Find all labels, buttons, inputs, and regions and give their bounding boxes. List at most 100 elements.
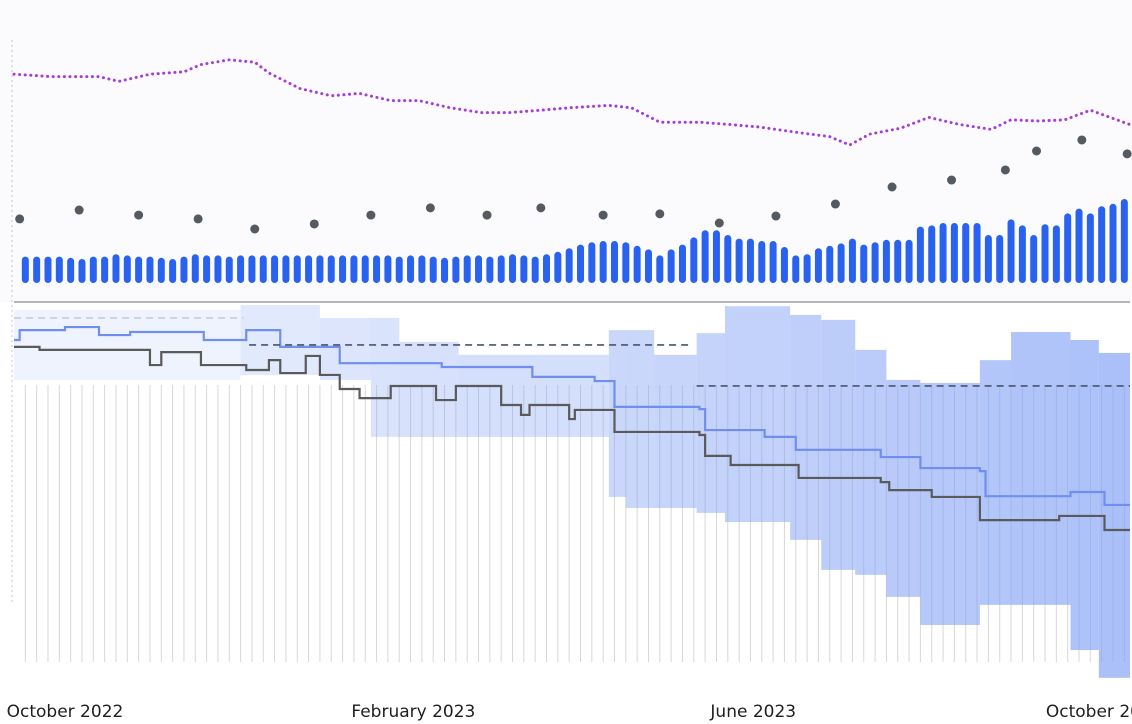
dot <box>425 203 435 213</box>
bar <box>33 256 41 283</box>
bar <box>576 244 584 283</box>
step-line <box>14 345 1130 532</box>
bar <box>724 235 732 283</box>
bar <box>735 238 743 283</box>
bar <box>21 256 29 283</box>
bar <box>622 242 630 283</box>
bar <box>554 251 562 283</box>
band <box>790 314 822 540</box>
bar <box>89 256 97 283</box>
bar <box>1052 225 1060 283</box>
bar <box>293 255 301 283</box>
bar <box>1098 206 1106 283</box>
bar <box>882 239 890 283</box>
dot <box>1122 149 1132 159</box>
bar <box>644 249 652 283</box>
dot <box>482 210 492 220</box>
bar <box>1041 224 1049 283</box>
dot <box>15 214 25 224</box>
bar <box>599 241 607 283</box>
bar <box>769 241 777 283</box>
bar <box>678 244 686 283</box>
dot <box>1000 165 1010 175</box>
bar <box>1075 208 1083 283</box>
top-panel <box>12 58 1132 283</box>
bar <box>316 255 324 283</box>
bar <box>916 226 924 283</box>
bar <box>441 257 449 283</box>
bar <box>78 259 86 283</box>
bar <box>361 255 369 283</box>
step-line <box>14 325 1130 507</box>
bar <box>543 254 551 283</box>
bar <box>871 242 879 283</box>
bar <box>214 255 222 283</box>
band <box>458 354 609 437</box>
bar <box>237 255 245 283</box>
x-tick-label: October 2022 <box>7 702 124 722</box>
bar <box>588 242 596 283</box>
bar <box>180 256 188 283</box>
band <box>319 317 371 380</box>
band <box>625 330 655 508</box>
x-tick-label: June 2023 <box>709 702 796 722</box>
bar <box>1086 213 1094 283</box>
dot <box>771 211 781 221</box>
bar <box>55 256 63 283</box>
bar <box>157 257 165 283</box>
bar <box>169 259 177 283</box>
bar <box>690 237 698 283</box>
bar <box>1064 213 1072 283</box>
dot <box>887 182 897 192</box>
bar <box>486 256 494 283</box>
bar <box>418 255 426 283</box>
dot <box>598 210 608 220</box>
dot <box>536 203 546 213</box>
bar <box>826 245 834 283</box>
x-axis: October 2022 February 2023 June 2023 Octobe… <box>7 702 1132 722</box>
dot <box>1032 146 1042 156</box>
bar <box>475 255 483 283</box>
bar <box>1030 235 1038 283</box>
bar <box>837 243 845 283</box>
band <box>855 349 887 575</box>
bar <box>962 223 970 283</box>
bar <box>894 239 902 283</box>
bar <box>112 254 120 283</box>
bar <box>395 256 403 283</box>
band <box>399 341 459 437</box>
band <box>920 382 980 625</box>
dot <box>309 219 319 229</box>
bar <box>701 230 709 283</box>
bar <box>531 256 539 283</box>
bar <box>1120 199 1128 283</box>
bar <box>667 249 675 283</box>
bar <box>939 223 947 283</box>
bar <box>1109 203 1117 283</box>
bottom-panel <box>14 305 1130 678</box>
bar <box>848 238 856 283</box>
bar <box>123 255 131 283</box>
bar <box>509 254 517 283</box>
bar <box>259 255 267 283</box>
bar <box>656 255 664 283</box>
bar <box>758 241 766 283</box>
bar <box>248 255 256 283</box>
bar <box>282 255 290 283</box>
bar <box>746 238 754 283</box>
band <box>1070 340 1099 651</box>
x-tick-label: February 2023 <box>351 702 475 722</box>
dot <box>655 209 665 219</box>
band <box>370 317 400 437</box>
dot <box>714 218 724 228</box>
bar <box>429 256 437 283</box>
bar <box>780 247 788 283</box>
bar <box>792 255 800 283</box>
bar <box>712 230 720 283</box>
dot <box>830 199 840 209</box>
bar <box>146 256 154 283</box>
bar <box>373 255 381 283</box>
bar <box>520 255 528 283</box>
